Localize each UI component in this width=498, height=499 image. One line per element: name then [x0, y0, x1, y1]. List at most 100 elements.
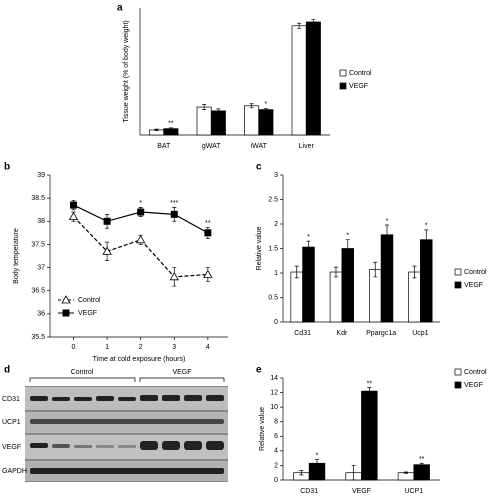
error-bar	[385, 224, 390, 245]
legend-label: VEGF	[464, 282, 483, 289]
y-tick-label: 0.5	[268, 294, 278, 301]
x-tick-label: Liver	[299, 143, 315, 150]
error-bar	[345, 239, 350, 258]
y-tick-label: 14	[270, 375, 278, 382]
y-axis-label: Body temperature	[13, 228, 20, 284]
x-tick-label: Ucp1	[412, 330, 428, 337]
bar	[361, 390, 378, 481]
y-tick-label: 0	[274, 319, 278, 326]
y-axis-label: Tissue weight (% of body weight)	[123, 20, 130, 122]
error-bar	[419, 462, 424, 467]
significance: *	[265, 101, 268, 108]
x-tick-label: UCP1	[404, 488, 423, 494]
y-tick-label: 0	[274, 477, 278, 484]
error-bar	[315, 459, 320, 468]
y-tick-label: 38.5	[31, 195, 45, 202]
y-tick-label: 1.5	[268, 245, 278, 252]
y-tick-label: 12	[270, 389, 278, 396]
error-bar	[249, 103, 254, 109]
point	[169, 272, 179, 281]
row-label: GAPDH	[2, 468, 27, 475]
point	[204, 229, 212, 237]
point	[137, 208, 145, 216]
y-tick-label: 2	[274, 462, 278, 469]
bar	[305, 21, 321, 136]
legend-marker	[61, 295, 71, 304]
y-tick-label: 35.5	[31, 334, 45, 341]
error-bar	[333, 266, 338, 278]
significance: *	[386, 218, 389, 225]
bar	[244, 105, 260, 136]
group-label: VEGF	[172, 369, 191, 376]
legend-swatch	[339, 82, 347, 90]
panel-letter: d	[4, 365, 10, 376]
legend-label: Control	[349, 70, 372, 77]
y-tick-label: 38	[37, 218, 45, 225]
error-bar	[294, 265, 299, 279]
x-tick-label: Kdr	[336, 330, 348, 337]
y-tick-label: 8	[274, 419, 278, 426]
significance: *	[425, 223, 428, 230]
bar	[369, 269, 382, 323]
error-bar	[299, 470, 304, 476]
error-bar	[351, 465, 356, 481]
significance: ***	[170, 200, 178, 207]
panel-letter: c	[256, 162, 262, 173]
error-bar	[412, 265, 417, 279]
error-bar	[311, 19, 316, 25]
panel-letter: e	[256, 365, 262, 376]
bar	[329, 271, 343, 323]
bar	[196, 106, 212, 136]
point	[135, 234, 146, 244]
x-tick-label: BAT	[157, 143, 171, 150]
x-tick-label: 3	[172, 344, 176, 351]
group-label: Control	[71, 369, 94, 376]
legend-marker	[62, 309, 70, 317]
y-tick-label: 36.5	[31, 288, 45, 295]
error-bar	[306, 240, 311, 254]
error-bar	[202, 104, 207, 110]
panel-letter: a	[117, 3, 123, 14]
y-tick-label: 3	[274, 172, 278, 179]
bar	[302, 246, 315, 323]
point	[170, 210, 178, 218]
y-tick-label: 6	[274, 433, 278, 440]
legend-label: Control	[78, 297, 101, 304]
bar	[397, 472, 415, 481]
row-label: CD31	[2, 396, 20, 403]
error-bar	[424, 229, 429, 250]
error-bar	[367, 387, 372, 396]
x-tick-label: Ppargc1a	[366, 330, 396, 337]
bar	[380, 234, 394, 323]
y-tick-label: 10	[270, 404, 278, 411]
x-tick-label: 4	[206, 344, 210, 351]
x-tick-label: Cd31	[294, 330, 311, 337]
bar	[258, 109, 274, 136]
significance: **	[168, 121, 174, 128]
error-bar	[168, 127, 173, 130]
legend-label: VEGF	[78, 310, 97, 317]
point	[102, 246, 112, 255]
row-label: UCP1	[2, 419, 21, 426]
bands	[30, 395, 224, 474]
x-tick-label: CD31	[300, 488, 318, 494]
significance: **	[419, 456, 425, 463]
significance: *	[307, 234, 310, 241]
series-line	[73, 216, 208, 278]
y-tick-label: 4	[274, 448, 278, 455]
row-label: VEGF	[2, 444, 21, 451]
bar	[413, 464, 430, 481]
legend-label: VEGF	[349, 83, 368, 90]
bar	[420, 239, 433, 323]
bar	[210, 110, 226, 136]
point	[70, 201, 78, 209]
y-axis-label: Relative value	[256, 226, 263, 270]
legend-label: VEGF	[464, 382, 483, 389]
legend-label: Control	[464, 369, 487, 376]
point	[103, 217, 111, 225]
bar	[291, 25, 307, 136]
error-bar	[373, 261, 378, 278]
bar	[290, 271, 303, 323]
significance: **	[367, 380, 373, 387]
